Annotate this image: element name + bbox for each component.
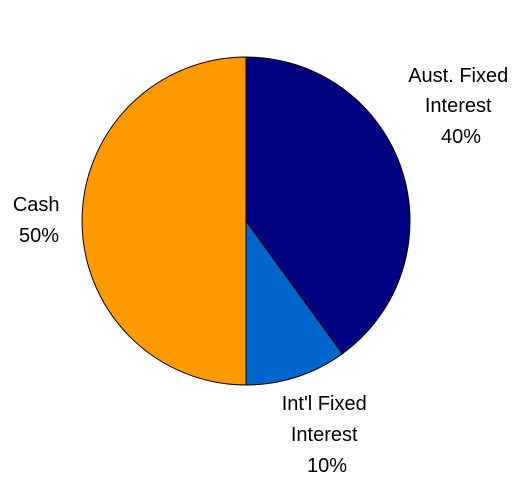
label-intl-fixed-interest: Int'l Fixed Interest 10% — [282, 393, 373, 477]
label-aust-fixed-interest-line-3: 40% — [441, 126, 481, 148]
label-aust-fixed-interest-line-1: Aust. Fixed — [408, 65, 508, 87]
label-cash: Cash 50% — [13, 194, 65, 247]
pie-slice-cash — [81, 56, 247, 386]
label-intl-fixed-interest-line-1: Int'l Fixed — [282, 393, 367, 415]
label-intl-fixed-interest-line-3: 10% — [307, 455, 347, 477]
pie-labels: Aust. Fixed Interest 40% Int'l Fixed Int… — [13, 65, 514, 477]
label-aust-fixed-interest-line-2: Interest — [425, 95, 492, 117]
label-aust-fixed-interest: Aust. Fixed Interest 40% — [408, 65, 514, 148]
pie-slice-int-l-fixed-interest — [245, 219, 344, 386]
label-cash-line-1: Cash — [13, 194, 60, 216]
label-cash-line-2: 50% — [19, 225, 59, 247]
pie-slices — [81, 56, 411, 386]
label-intl-fixed-interest-line-2: Interest — [291, 424, 358, 446]
pie-slice-aust-fixed-interest — [245, 56, 411, 355]
